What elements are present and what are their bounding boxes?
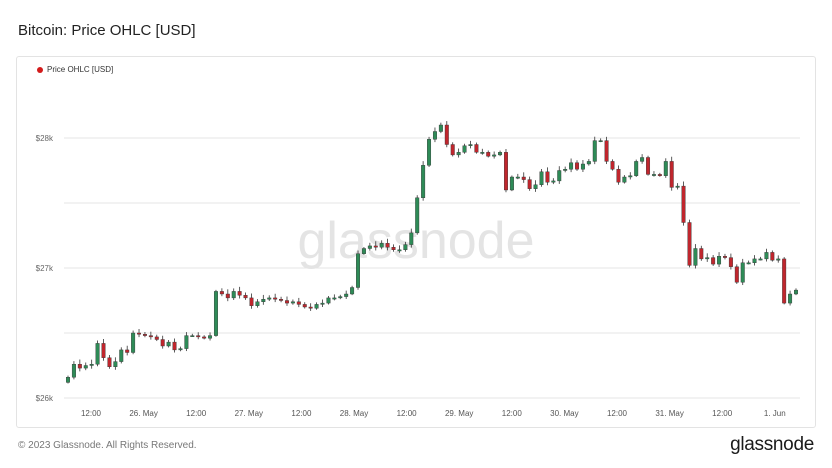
legend-label: Price OHLC [USD]	[47, 65, 114, 74]
copyright-text: © 2023 Glassnode. All Rights Reserved.	[18, 440, 197, 451]
legend-dot-icon	[37, 66, 43, 73]
legend[interactable]: Price OHLC [USD]	[37, 65, 113, 74]
page-title: Bitcoin: Price OHLC [USD]	[18, 22, 196, 39]
chart-panel: Price OHLC [USD]	[16, 56, 816, 428]
glassnode-logo[interactable]: glassnode	[730, 434, 814, 455]
